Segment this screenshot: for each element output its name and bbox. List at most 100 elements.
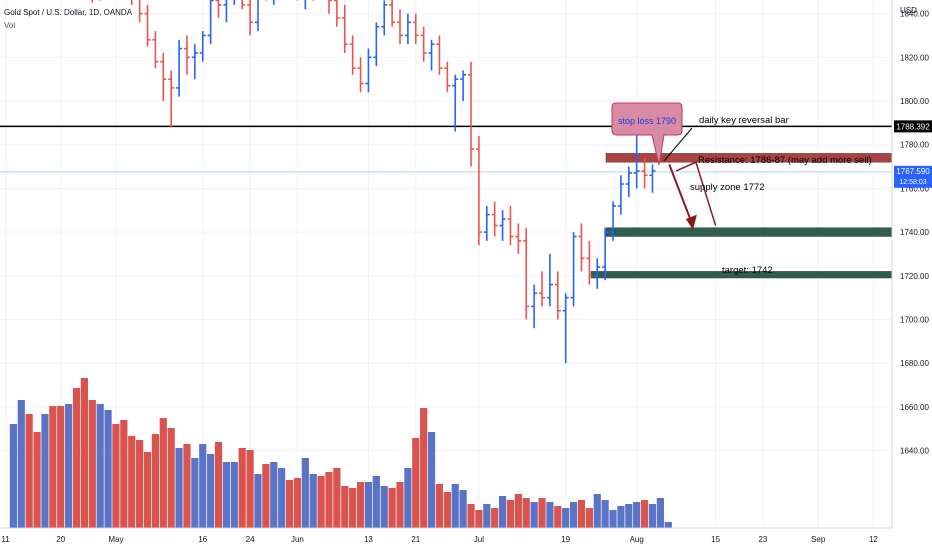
volume-bar: [577, 500, 586, 528]
ohlc-bar: [130, 0, 133, 5]
chart-legend: Gold Spot / U.S. Dollar, 1D, OANDA Vol: [4, 6, 132, 32]
volume-bar: [388, 488, 396, 528]
volume-bar: [230, 462, 238, 528]
volume-bar: [372, 476, 380, 528]
volume-bars: [9, 378, 672, 528]
volume-bar: [664, 522, 672, 528]
volume-bar: [278, 468, 286, 528]
volume-bar: [609, 510, 617, 528]
volume-bar: [546, 502, 554, 528]
volume-bar: [17, 400, 25, 528]
ohlc-bar: [241, 0, 246, 10]
ohlc-bar: [420, 26, 427, 62]
y-tick-label: 1820.00: [900, 53, 929, 62]
volume-bar: [167, 428, 175, 528]
ohlc-bar: [381, 0, 388, 36]
ohlc-bar: [554, 271, 561, 320]
supply-zone-label: supply zone 1772: [690, 182, 764, 193]
volume-bar: [41, 414, 49, 528]
volume-bar: [617, 506, 625, 528]
ohlc-bar: [649, 164, 656, 193]
volume-bar: [349, 488, 357, 528]
ohlc-bar: [523, 227, 530, 320]
volume-bar: [427, 432, 436, 528]
volume-bar: [420, 408, 428, 528]
ohlc-bar: [333, 0, 340, 27]
ohlc-bar: [183, 35, 190, 75]
x-tick-label: Sep: [811, 535, 826, 544]
ohlc-bar: [617, 175, 624, 215]
ohlc-bar: [389, 0, 396, 27]
stop-loss-callout[interactable]: stop loss 1790: [611, 102, 683, 166]
x-tick-label: 13: [364, 535, 373, 544]
volume-bar: [159, 418, 167, 528]
ohlc-bar: [168, 70, 175, 128]
ohlc-bar: [223, 0, 228, 23]
volume-bar: [96, 404, 104, 528]
volume-bar: [451, 484, 459, 528]
price-levels: [0, 125, 892, 173]
ohlc-bar: [594, 258, 601, 289]
ohlc-bar: [357, 57, 364, 93]
x-tick-label: 15: [711, 535, 720, 544]
volume-bar: [585, 508, 593, 528]
ohlc-bar: [373, 22, 380, 67]
volume-bar: [214, 442, 223, 528]
volume-bar: [238, 448, 246, 528]
ohlc-bar: [610, 201, 617, 241]
volume-bar: [33, 432, 41, 528]
volume-bar: [498, 496, 507, 528]
ohlc-bar: [191, 44, 198, 80]
ohlc-bar: [586, 240, 593, 285]
ohlc-bar: [578, 223, 585, 272]
y-tick-label: 1740.00: [900, 228, 929, 237]
ohlc-bar: [160, 52, 167, 101]
x-tick-label: 12: [869, 535, 878, 544]
volume-bar: [222, 462, 231, 528]
y-tick-label: 1780.00: [900, 141, 929, 150]
volume-bar: [270, 462, 278, 528]
volume-bar: [120, 420, 128, 528]
x-tick-label: 16: [198, 535, 207, 544]
ohlc-bar: [460, 70, 467, 101]
y-tick-label: 1800.00: [900, 97, 929, 106]
x-tick-label: 11: [1, 535, 10, 544]
ohlc-bar: [483, 205, 490, 241]
resistance-price-tag: 1788.392: [894, 120, 932, 133]
ohlc-bar: [341, 4, 348, 53]
volume-bar: [562, 508, 570, 528]
ohlc-bar: [304, 0, 307, 10]
volume-bar: [25, 414, 33, 528]
y-tick-label: 1660.00: [900, 403, 929, 412]
ohlc-bar: [515, 223, 522, 254]
volume-bar: [593, 494, 601, 528]
reversal-label: daily key reversal bar: [699, 115, 789, 126]
volume-bar: [467, 504, 475, 528]
y-tick-label: 1700.00: [900, 316, 929, 325]
volume-bar: [65, 404, 73, 528]
svg-text:1767.590: 1767.590: [896, 167, 930, 176]
volume-bar: [356, 482, 365, 528]
x-tick-label: Aug: [630, 535, 644, 544]
volume-bar: [309, 474, 317, 528]
volume-bar: [569, 502, 578, 528]
volume-bar: [199, 444, 207, 528]
target-zone[interactable]: [605, 227, 896, 237]
ohlc-bar: [428, 39, 435, 71]
volume-bar: [601, 500, 609, 528]
volume-bar: [104, 410, 112, 528]
ohlc-bar: [272, 0, 275, 5]
volume-bar: [143, 452, 152, 528]
y-tick-label: 1680.00: [900, 359, 929, 368]
volume-bar: [325, 472, 333, 528]
target-label: target: 1742: [722, 265, 773, 276]
ohlc-bar: [215, 0, 222, 18]
volume-bar: [88, 400, 96, 528]
ohlc-bar: [602, 227, 609, 281]
volume-bar: [183, 444, 191, 528]
volume-bar: [246, 450, 254, 528]
ohlc-bar: [475, 135, 482, 246]
volume-bar: [112, 424, 120, 528]
ohlc-bar: [176, 39, 183, 97]
